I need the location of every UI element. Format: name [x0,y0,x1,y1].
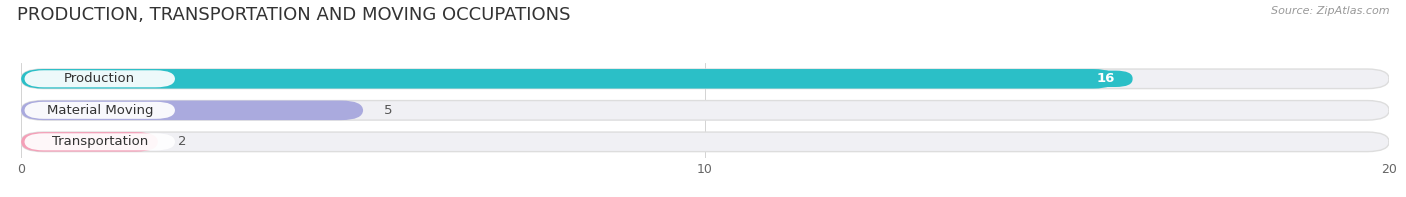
FancyBboxPatch shape [21,132,157,152]
Text: Transportation: Transportation [52,135,148,148]
Text: Source: ZipAtlas.com: Source: ZipAtlas.com [1271,6,1389,16]
Text: 16: 16 [1097,72,1115,85]
FancyBboxPatch shape [24,102,174,119]
FancyBboxPatch shape [21,69,1115,89]
FancyBboxPatch shape [21,100,1389,120]
FancyBboxPatch shape [21,100,363,120]
Text: 5: 5 [384,104,392,117]
FancyBboxPatch shape [21,132,1389,152]
FancyBboxPatch shape [24,70,174,87]
Text: 2: 2 [179,135,187,148]
Text: Material Moving: Material Moving [46,104,153,117]
FancyBboxPatch shape [21,69,1389,89]
Text: Production: Production [65,72,135,85]
FancyBboxPatch shape [24,133,174,150]
Text: PRODUCTION, TRANSPORTATION AND MOVING OCCUPATIONS: PRODUCTION, TRANSPORTATION AND MOVING OC… [17,6,571,24]
FancyBboxPatch shape [1074,71,1133,87]
